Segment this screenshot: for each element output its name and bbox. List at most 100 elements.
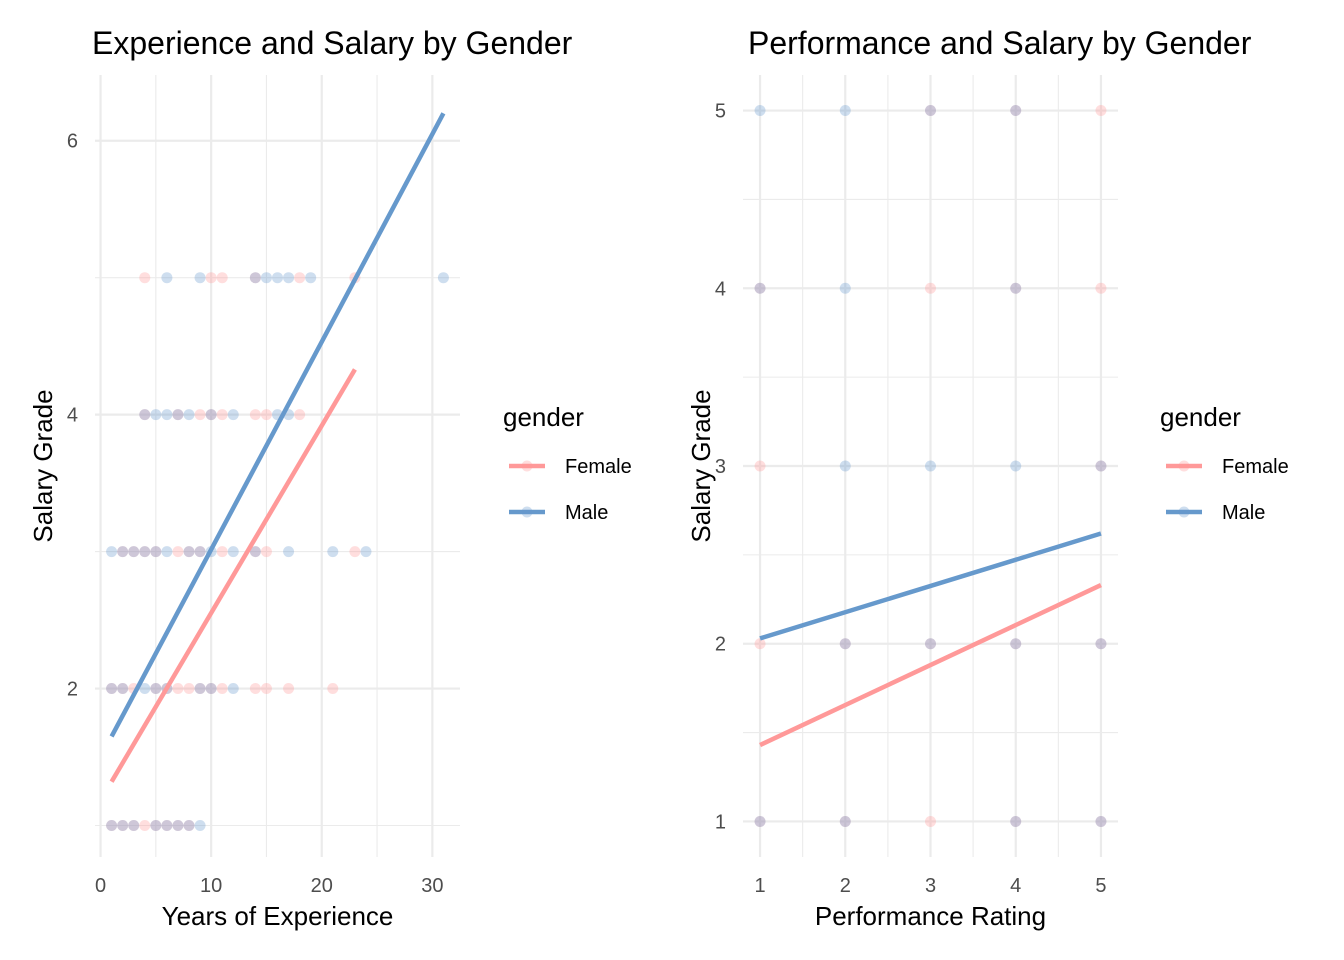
data-point-female: [150, 546, 162, 558]
data-point-female: [249, 272, 261, 284]
y-tick-label: 5: [715, 101, 726, 123]
legend-item-male: Male: [509, 502, 608, 524]
x-axis-title: Years of Experience: [162, 901, 394, 931]
data-point-male: [754, 815, 766, 827]
data-point-female: [925, 105, 936, 117]
data-point-male: [839, 105, 851, 117]
data-point-female: [249, 409, 261, 421]
data-point-male: [839, 815, 851, 827]
data-point-female: [172, 820, 184, 832]
x-axis-title: Performance Rating: [815, 901, 1046, 931]
data-point-male: [139, 409, 151, 421]
data-point-male: [839, 460, 851, 472]
x-tick-label: 30: [421, 875, 443, 897]
data-point-female: [150, 820, 162, 832]
data-point-male: [249, 546, 261, 558]
data-point-male: [150, 820, 162, 832]
data-point-female: [117, 683, 129, 695]
data-point-male: [117, 820, 129, 832]
data-point-female: [283, 683, 295, 695]
data-point-male: [1010, 282, 1022, 294]
legend-key-point: [1178, 506, 1190, 518]
data-point-male: [139, 683, 151, 695]
y-tick-label: 4: [715, 278, 726, 300]
data-point-female: [327, 683, 339, 695]
data-point-male: [150, 683, 162, 695]
data-point-female: [349, 546, 361, 558]
legend-label: Male: [1222, 502, 1265, 524]
data-point-male: [128, 546, 140, 558]
data-point-female: [1095, 282, 1107, 294]
y-tick-label: 4: [67, 405, 78, 427]
data-point-male: [106, 683, 118, 695]
data-point-male: [183, 546, 195, 558]
x-tick-label: 10: [200, 875, 222, 897]
data-point-female: [1095, 105, 1107, 117]
legend: gender Female Male: [1160, 402, 1289, 524]
trend-line-female: [109, 368, 357, 783]
data-point-female: [260, 409, 272, 421]
data-point-male: [194, 272, 206, 284]
data-point-male: [227, 546, 239, 558]
data-points: [106, 272, 449, 832]
data-point-male: [106, 546, 118, 558]
data-point-female: [249, 546, 261, 558]
data-point-female: [1095, 460, 1107, 472]
data-point-female: [216, 683, 228, 695]
data-point-female: [754, 460, 766, 472]
data-point-female: [925, 638, 936, 650]
y-axis-title: Salary Grade: [28, 389, 58, 542]
y-tick-label: 2: [67, 679, 78, 701]
x-tick-label: 1: [754, 875, 765, 897]
data-point-female: [839, 638, 851, 650]
data-point-female: [925, 815, 936, 827]
x-tick-label: 0: [95, 875, 106, 897]
x-tick-label: 2: [840, 875, 851, 897]
data-point-female: [139, 272, 151, 284]
y-axis-title: Salary Grade: [686, 389, 716, 542]
data-point-male: [437, 272, 449, 284]
legend-label: Female: [565, 456, 632, 478]
legend-title: gender: [503, 402, 584, 432]
data-point-female: [216, 272, 228, 284]
data-point-female: [294, 272, 306, 284]
data-point-female: [194, 683, 206, 695]
data-point-male: [161, 820, 173, 832]
data-point-male: [227, 683, 239, 695]
data-point-male: [150, 409, 162, 421]
chart-panel-2: 1 2 3 4 5 1 2 3 4 5 Performance and Salary by Gend…: [686, 25, 1289, 931]
data-point-male: [839, 282, 851, 294]
data-point-female: [106, 820, 118, 832]
data-point-female: [1010, 638, 1022, 650]
data-point-female: [172, 683, 184, 695]
data-point-male: [925, 105, 936, 117]
x-tick-label: 5: [1095, 875, 1106, 897]
data-point-female: [1010, 282, 1022, 294]
y-tick-label: 1: [715, 811, 726, 833]
data-point-female: [128, 546, 140, 558]
data-point-male: [194, 546, 206, 558]
data-point-female: [1095, 638, 1107, 650]
legend-item-female: Female: [509, 456, 632, 478]
data-point-female: [205, 683, 217, 695]
chart-title: Experience and Salary by Gender: [92, 25, 573, 61]
data-point-male: [1095, 460, 1107, 472]
data-point-female: [117, 820, 129, 832]
data-point-male: [1095, 638, 1107, 650]
data-point-male: [205, 683, 217, 695]
data-point-female: [205, 272, 217, 284]
data-point-male: [1010, 638, 1022, 650]
y-tick-label: 6: [67, 131, 78, 153]
data-point-male: [1010, 105, 1022, 117]
data-point-male: [1095, 815, 1107, 827]
data-point-female: [183, 546, 195, 558]
data-point-female: [260, 546, 272, 558]
data-point-female: [117, 546, 129, 558]
legend-key-point: [521, 506, 533, 518]
data-point-male: [1010, 460, 1022, 472]
data-point-female: [172, 546, 184, 558]
trend-line-male: [109, 112, 446, 738]
data-point-male: [150, 546, 162, 558]
legend-key-point: [521, 460, 533, 472]
